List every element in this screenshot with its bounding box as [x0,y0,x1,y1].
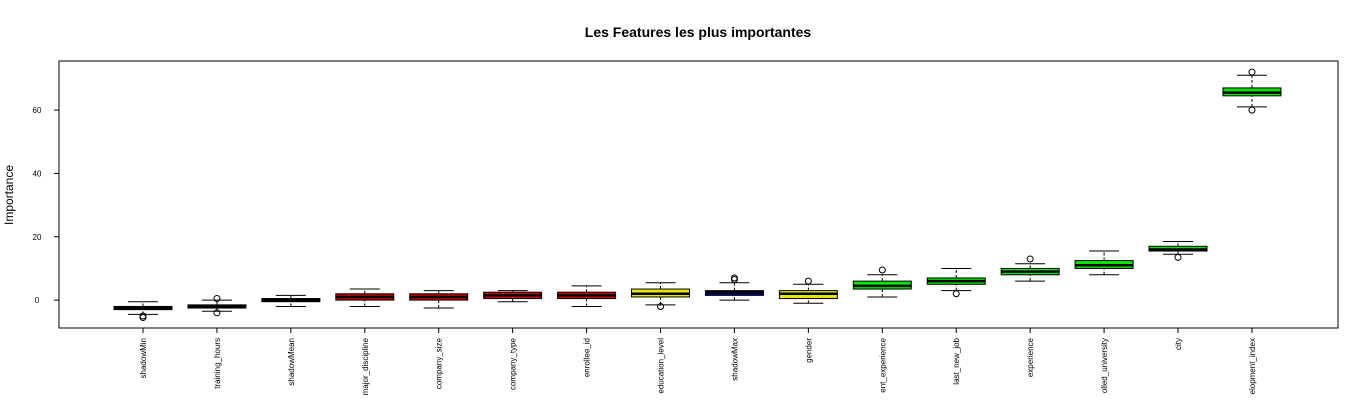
y-tick-label: 0 [35,296,40,305]
x-tick-label: olled_university [1100,338,1109,393]
x-tick-label: training_hours [213,338,222,389]
x-tick-label: education_level [657,338,666,394]
outlier [139,314,147,322]
x-tick-label: city [1174,338,1183,350]
outlier [730,274,738,282]
x-tick-label: company_size [435,337,444,389]
x-tick-label: shadowMin [139,338,148,378]
y-tick-label: 40 [33,169,42,178]
y-axis-label: Importance [2,165,16,225]
x-tick-label: company_type [509,337,518,390]
plot-frame [58,60,1339,329]
x-tick-label: elopment_index [1248,338,1257,394]
outlier [213,295,221,303]
x-tick-label: gender [804,338,813,363]
x-tick-label: major_discipline [361,337,370,395]
y-tick-label: 20 [33,233,42,242]
outlier [878,266,886,274]
outlier [804,277,812,285]
y-tick-label: 60 [33,106,42,115]
outlier [1248,68,1256,76]
chart-title: Les Features les plus importantes [585,24,812,40]
outlier [1248,106,1256,114]
x-tick-label: experience [1026,337,1035,377]
outlier [952,290,960,298]
outlier [1174,253,1182,261]
x-tick-label: last_new_job [952,337,961,384]
x-tick-label: enrollee_id [583,338,592,377]
x-tick-label: shadowMean [287,338,296,386]
outlier [1026,255,1034,263]
x-tick-label: ent_experience [878,337,887,392]
outlier [657,302,665,310]
outlier [213,309,221,317]
x-tick-label: shadowMax [730,338,739,381]
